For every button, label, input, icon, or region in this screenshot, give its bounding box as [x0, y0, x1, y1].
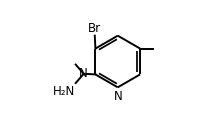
Text: H₂N: H₂N: [53, 85, 75, 98]
Text: N: N: [113, 90, 122, 103]
Text: Br: Br: [88, 22, 101, 35]
Text: N: N: [79, 67, 88, 80]
